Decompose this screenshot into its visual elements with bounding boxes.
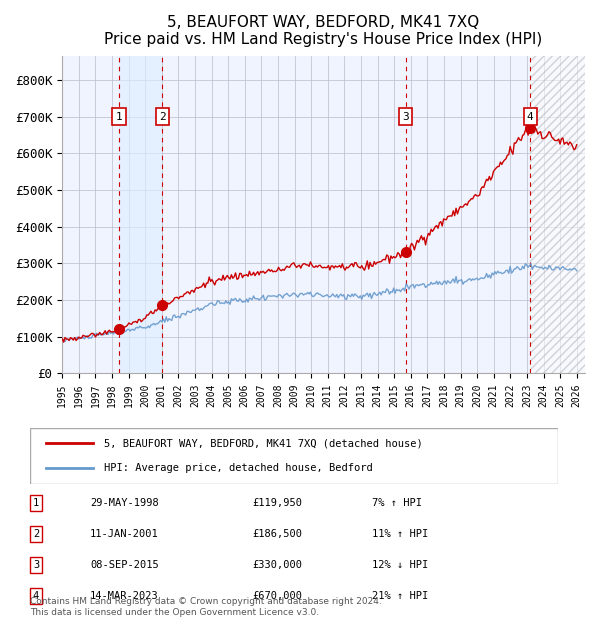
Bar <box>530 56 585 373</box>
Text: 1: 1 <box>33 498 39 508</box>
Title: 5, BEAUFORT WAY, BEDFORD, MK41 7XQ
Price paid vs. HM Land Registry's House Price: 5, BEAUFORT WAY, BEDFORD, MK41 7XQ Price… <box>104 15 543 47</box>
Text: 3: 3 <box>33 560 39 570</box>
Text: 29-MAY-1998: 29-MAY-1998 <box>90 498 159 508</box>
Text: 1: 1 <box>115 112 122 122</box>
Text: £119,950: £119,950 <box>252 498 302 508</box>
Text: 2: 2 <box>33 529 39 539</box>
Text: HPI: Average price, detached house, Bedford: HPI: Average price, detached house, Bedf… <box>104 463 373 473</box>
Text: 2: 2 <box>159 112 166 122</box>
Text: 4: 4 <box>33 591 39 601</box>
Text: 08-SEP-2015: 08-SEP-2015 <box>90 560 159 570</box>
Text: 5, BEAUFORT WAY, BEDFORD, MK41 7XQ (detached house): 5, BEAUFORT WAY, BEDFORD, MK41 7XQ (deta… <box>104 438 422 448</box>
Text: 14-MAR-2023: 14-MAR-2023 <box>90 591 159 601</box>
Text: 4: 4 <box>527 112 533 122</box>
Text: £330,000: £330,000 <box>252 560 302 570</box>
Text: 21% ↑ HPI: 21% ↑ HPI <box>372 591 428 601</box>
Text: 11% ↑ HPI: 11% ↑ HPI <box>372 529 428 539</box>
Text: 3: 3 <box>402 112 409 122</box>
Text: 7% ↑ HPI: 7% ↑ HPI <box>372 498 422 508</box>
Bar <box>119 56 162 373</box>
Text: Contains HM Land Registry data © Crown copyright and database right 2024.
This d: Contains HM Land Registry data © Crown c… <box>30 598 382 617</box>
Text: £670,000: £670,000 <box>252 591 302 601</box>
Text: £186,500: £186,500 <box>252 529 302 539</box>
Text: 11-JAN-2001: 11-JAN-2001 <box>90 529 159 539</box>
Text: 12% ↓ HPI: 12% ↓ HPI <box>372 560 428 570</box>
